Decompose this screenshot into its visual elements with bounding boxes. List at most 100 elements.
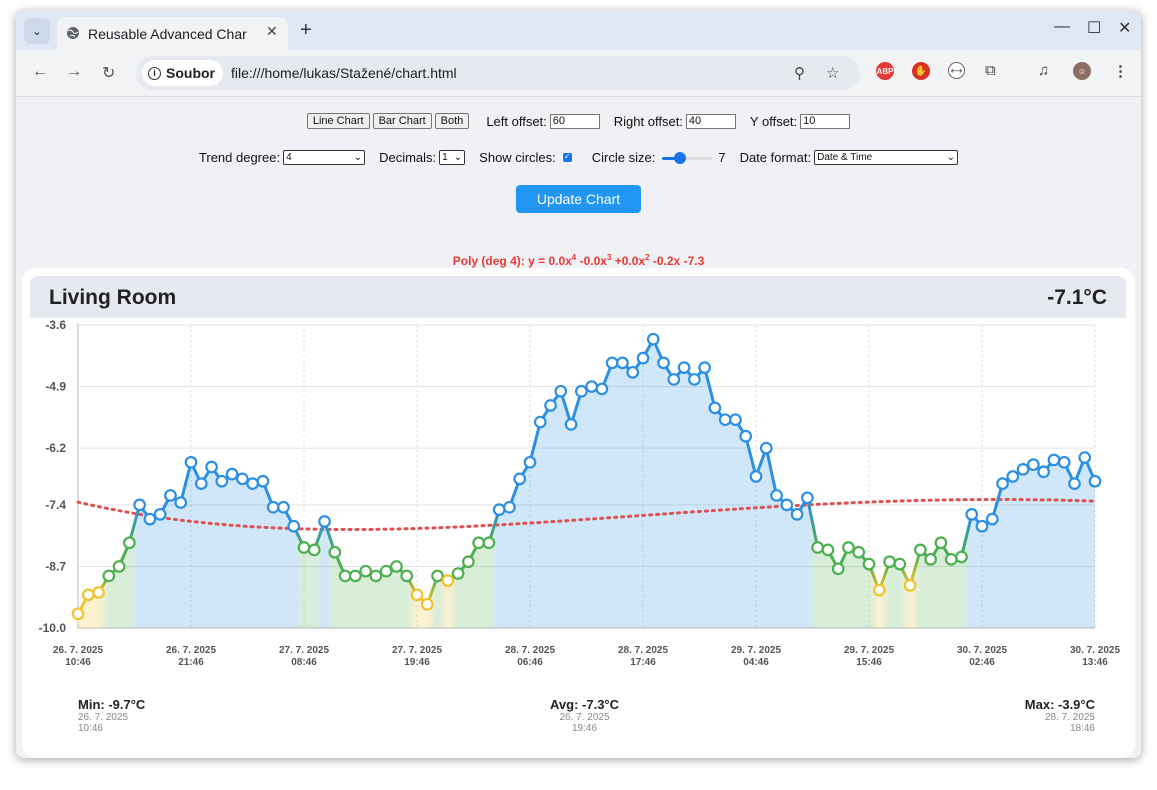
show-circles-checkbox[interactable] xyxy=(562,152,572,162)
area-segment xyxy=(211,467,222,628)
data-point xyxy=(205,460,218,474)
data-point xyxy=(379,564,393,578)
update-chart-button[interactable]: Update Chart xyxy=(516,185,641,213)
current-temperature: -7.1°C xyxy=(1047,286,1107,309)
data-point xyxy=(359,564,372,578)
extension-circle-icon[interactable]: ⟷ xyxy=(948,62,965,79)
chart-card-header: Living Room -7.1°C xyxy=(30,276,1126,318)
forward-icon[interactable]: → xyxy=(66,63,82,80)
y-offset-input[interactable]: 10 xyxy=(800,113,851,129)
max-label: Max: -3.9°C xyxy=(1024,697,1095,712)
area-segment xyxy=(447,573,459,628)
data-point xyxy=(1068,477,1081,490)
data-point xyxy=(215,474,229,488)
slider-handle[interactable] xyxy=(674,151,687,164)
bookmark-star-icon[interactable]: ☆ xyxy=(826,65,840,82)
circle-size-slider[interactable] xyxy=(662,151,713,164)
date-format-select[interactable]: Date & Time ⌄ xyxy=(814,150,959,165)
media-control-icon[interactable]: ♫ xyxy=(1038,62,1050,79)
trend-degree-select[interactable]: 4 ⌄ xyxy=(283,150,366,165)
minimize-icon[interactable]: — xyxy=(1054,18,1070,35)
tab-active[interactable]: Reusable Advanced Char ✕ xyxy=(57,17,288,50)
bar-chart-button[interactable]: Bar Chart xyxy=(372,113,432,129)
slider-track xyxy=(662,156,713,160)
x-tick-time: 06:46 xyxy=(517,657,543,668)
tab-title: Reusable Advanced Char xyxy=(88,26,247,42)
min-stat: Min: -9.7°C 26. 7. 2025 10:46 xyxy=(78,697,145,734)
data-point xyxy=(934,536,948,550)
data-point xyxy=(1016,463,1030,476)
series-line-segment xyxy=(703,366,717,410)
area-segment xyxy=(1053,459,1065,628)
data-point xyxy=(667,373,681,386)
decimals-select[interactable]: 1 ⌄ xyxy=(439,150,466,165)
series-line-segment xyxy=(959,512,974,559)
back-icon[interactable]: ← xyxy=(32,63,48,80)
data-point xyxy=(708,401,722,415)
data-point xyxy=(194,477,208,490)
profile-avatar[interactable]: ☺ xyxy=(1073,62,1091,80)
y-offset-label: Y offset: xyxy=(749,113,798,129)
data-point xyxy=(595,382,609,396)
data-point xyxy=(1088,474,1102,488)
close-icon[interactable]: ✕ xyxy=(266,23,278,39)
left-offset-input[interactable]: 60 xyxy=(549,113,600,129)
x-tick-date: 27. 7. 2025 xyxy=(392,645,442,656)
data-point xyxy=(472,536,485,550)
window-close-icon[interactable]: ✕ xyxy=(1118,20,1132,37)
area-segment xyxy=(221,474,233,628)
data-point xyxy=(390,560,403,573)
area-segment xyxy=(684,367,695,628)
area-segment xyxy=(601,362,613,628)
area-segment xyxy=(1033,464,1044,628)
formula-part-2: -0.0x xyxy=(576,254,607,268)
adblock-icon[interactable]: ABP xyxy=(876,62,894,80)
max-stat: Max: -3.9°C 28. 7. 2025 18:46 xyxy=(1025,697,1095,734)
x-tick-time: 21:46 xyxy=(178,657,204,668)
maximize-icon[interactable]: ☐ xyxy=(1087,20,1102,37)
y-tick-label: -3.6 xyxy=(45,318,66,332)
site-info-chip[interactable]: i Soubor xyxy=(142,60,223,86)
area-segment xyxy=(797,497,808,628)
menu-kebab-icon[interactable]: ⋮ xyxy=(1113,63,1128,80)
data-point xyxy=(801,491,814,505)
circle-size-value: 7 xyxy=(718,150,726,165)
data-point xyxy=(893,557,907,571)
both-button[interactable]: Both xyxy=(434,113,470,129)
area-segment xyxy=(879,561,890,628)
avg-date: 26. 7. 2025 xyxy=(559,712,610,723)
area-segment xyxy=(982,519,993,628)
area-segment xyxy=(807,497,818,628)
x-tick-time: 13:46 xyxy=(1082,657,1108,668)
url-text[interactable]: file:///home/lukas/Stažené/chart.html xyxy=(231,65,457,81)
x-tick-date: 29. 7. 2025 xyxy=(844,645,894,656)
area-segment xyxy=(88,592,99,628)
data-point xyxy=(174,496,188,509)
data-point xyxy=(338,569,352,583)
data-point xyxy=(811,541,824,554)
y-tick-label: -6.2 xyxy=(45,441,66,455)
zoom-icon[interactable]: ⚲ xyxy=(794,65,805,82)
data-point xyxy=(842,541,855,554)
slider-fill xyxy=(662,156,681,160)
x-tick-time: 02:46 xyxy=(969,657,995,668)
x-tick-date: 28. 7. 2025 xyxy=(618,645,668,656)
extensions-puzzle-icon[interactable]: ⧉ xyxy=(985,62,996,79)
ublock-icon[interactable]: ✋ xyxy=(912,62,930,80)
y-tick-label: -7.4 xyxy=(45,498,66,512)
data-point xyxy=(883,555,896,569)
area-segment xyxy=(971,514,982,628)
area-segment xyxy=(920,549,931,628)
tab-search-button[interactable]: ⌄ xyxy=(24,18,50,44)
line-chart-button[interactable]: Line Chart xyxy=(306,113,370,129)
area-segment xyxy=(540,405,551,628)
globe-icon xyxy=(67,27,79,39)
data-point xyxy=(1006,470,1020,483)
area-segment xyxy=(560,391,572,628)
chart-card-title: Living Room xyxy=(49,286,177,309)
address-bar[interactable]: i Soubor file:///home/lukas/Stažené/char… xyxy=(136,56,860,90)
new-tab-icon[interactable]: + xyxy=(300,19,312,41)
temperature-chart: -3.6-4.9-6.2-7.4-8.7-10.026. 7. 202510:4… xyxy=(39,318,1121,668)
right-offset-input[interactable]: 40 xyxy=(685,113,736,129)
reload-icon[interactable]: ↻ xyxy=(102,65,116,82)
